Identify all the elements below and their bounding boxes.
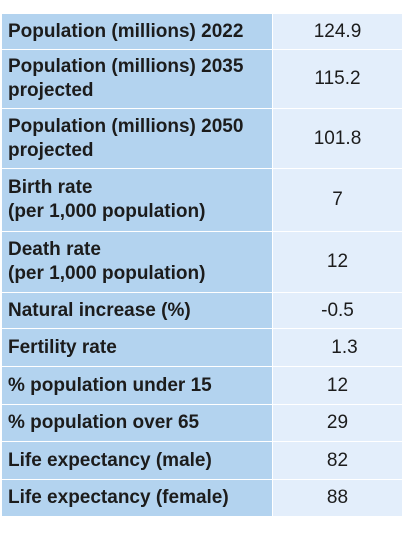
row-value: 101.8 <box>272 108 403 169</box>
row-value: 12 <box>272 366 403 405</box>
row-value: 82 <box>272 441 403 480</box>
row-value: 12 <box>272 231 403 293</box>
row-label: % population under 15 <box>1 366 273 405</box>
table-row: Population (millions) 2035 projected 115… <box>1 49 403 109</box>
row-label-text: Birth rate (per 1,000 population) <box>8 177 206 222</box>
row-value: -0.5 <box>272 292 403 329</box>
row-label: Life expectancy (male) <box>1 441 273 480</box>
row-label-text: Natural increase (%) <box>8 299 191 321</box>
row-value: 1.3 <box>272 328 403 367</box>
table-row: Population (millions) 2050 projected 101… <box>1 108 403 169</box>
row-label: Population (millions) 2050 projected <box>1 108 273 169</box>
table-row: % population under 15 12 <box>1 366 403 405</box>
row-label-text: Population (millions) 2050 projected <box>8 115 244 161</box>
row-label: Life expectancy (female) <box>1 479 273 517</box>
table-row: Life expectancy (male) 82 <box>1 441 403 480</box>
row-label-text: Life expectancy (female) <box>8 487 229 508</box>
row-value: 115.2 <box>272 49 403 109</box>
row-label: Natural increase (%) <box>1 292 273 329</box>
row-label: Population (millions) 2022 <box>1 13 273 50</box>
table-row: Fertility rate 1.3 <box>1 328 403 367</box>
row-label: Fertility rate <box>1 328 273 367</box>
row-value: 88 <box>272 479 403 517</box>
row-label: % population over 65 <box>1 404 273 442</box>
row-label-text: % population under 15 <box>8 374 212 396</box>
row-label-text: % population over 65 <box>8 412 200 433</box>
population-statistics-table: Population (millions) 2022 124.9 Populat… <box>1 13 403 517</box>
row-value: 124.9 <box>272 13 403 50</box>
table-row: % population over 65 29 <box>1 404 403 442</box>
table-row: Birth rate (per 1,000 population) 7 <box>1 168 403 232</box>
row-value: 7 <box>272 168 403 232</box>
row-label: Death rate (per 1,000 population) <box>1 231 273 293</box>
row-value: 29 <box>272 404 403 442</box>
table-row: Natural increase (%) -0.5 <box>1 292 403 329</box>
table-row: Population (millions) 2022 124.9 <box>1 13 403 50</box>
row-label-text: Fertility rate <box>8 336 117 358</box>
row-label-text: Population (millions) 2022 <box>8 20 244 42</box>
table-row: Death rate (per 1,000 population) 12 <box>1 231 403 293</box>
row-label-text: Life expectancy (male) <box>8 449 212 471</box>
row-label: Birth rate (per 1,000 population) <box>1 168 273 232</box>
row-label: Population (millions) 2035 projected <box>1 49 273 109</box>
table-row: Life expectancy (female) 88 <box>1 479 403 517</box>
row-label-text: Population (millions) 2035 projected <box>8 56 244 101</box>
row-label-text: Death rate (per 1,000 population) <box>8 239 206 284</box>
